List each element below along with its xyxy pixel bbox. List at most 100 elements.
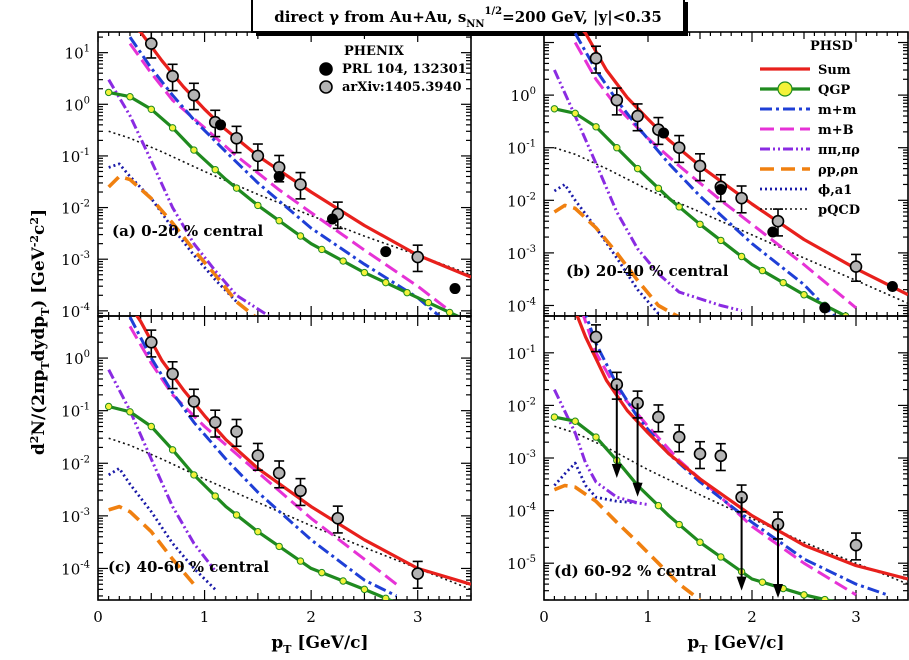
curve-phi xyxy=(553,461,638,505)
legend-label-sum: Sum xyxy=(818,63,851,78)
data-point-grey xyxy=(166,69,179,83)
legend-label-pipi: ππ,πρ xyxy=(818,143,860,158)
qgp-marker xyxy=(571,109,579,118)
data-point-grey xyxy=(187,88,201,102)
x-tick-label: 2 xyxy=(747,608,757,626)
data-point-grey xyxy=(610,93,624,107)
curve-sum xyxy=(575,316,908,581)
data-point-black xyxy=(380,246,392,258)
data-point-grey xyxy=(411,250,425,264)
y-tick-label: 10-4 xyxy=(61,302,90,321)
upper-limit-arrowhead xyxy=(736,576,747,591)
panel-d: 0 1 2 3 10-1 10-2 10-3 10-4 10-5 (d) 60-92 % cent… xyxy=(507,315,909,626)
y-tick-label: 10-5 xyxy=(507,554,536,573)
data-point-black xyxy=(449,283,461,295)
data-point-grey xyxy=(272,466,286,480)
curve-mm xyxy=(573,32,837,316)
qgp-marker xyxy=(296,232,305,240)
curve-rhop xyxy=(108,504,196,586)
y-tick-label: 10-2 xyxy=(61,199,90,218)
y-axis-label: d2N/(2πpTdydpT) [GeV-2c2] xyxy=(28,209,52,455)
y-tick-label: 101 xyxy=(65,44,90,63)
curve-phi xyxy=(107,467,217,591)
x-tick-label: 2 xyxy=(306,608,316,626)
qgp-marker xyxy=(424,298,433,307)
chart-title: direct γ from Au+Au, sNN1/2=200 GeV, |y|… xyxy=(274,6,662,30)
qgp-marker xyxy=(675,203,683,211)
y-tick-label: 10-1 xyxy=(61,147,90,166)
qgp-marker xyxy=(863,324,869,330)
x-axis-label-left: pT [GeV/c] xyxy=(271,633,368,656)
qgp-marker xyxy=(404,604,410,610)
model-curves xyxy=(104,32,471,316)
data-point-grey xyxy=(144,37,158,50)
legend-phenix-title: PHENIX xyxy=(344,44,405,59)
x-axis-label-right: pT [GeV/c] xyxy=(687,633,784,656)
panel-c: 0 1 2 3 100 10-1 10-2 10-3 10-4 (c) 40-60 % centr… xyxy=(61,315,472,626)
qgp-marker xyxy=(104,88,113,97)
data-point-grey xyxy=(166,367,179,381)
model-curves xyxy=(550,316,908,607)
qgp-marker xyxy=(737,252,746,261)
data-point-grey xyxy=(144,335,158,349)
curve-mm xyxy=(128,316,398,598)
qgp-marker xyxy=(211,165,219,174)
legend-label-qgp: QGP xyxy=(818,83,850,98)
qgp-marker xyxy=(275,542,283,551)
qgp-marker xyxy=(550,105,559,113)
data-point-black xyxy=(715,184,727,196)
data-point-grey xyxy=(714,449,728,463)
qgp-marker xyxy=(654,501,663,510)
x-tick-label: 0 xyxy=(93,608,103,626)
qgp-marker xyxy=(296,557,305,565)
data-point-grey xyxy=(693,159,707,173)
qgp-marker xyxy=(168,124,177,132)
curve-pipi xyxy=(553,69,742,313)
curve-rhop xyxy=(107,174,258,316)
y-tick-label: 10-3 xyxy=(61,250,90,269)
qgp-marker xyxy=(779,278,787,287)
x-tick-label: 0 xyxy=(539,608,549,626)
qgp-marker xyxy=(360,268,369,277)
data-point-grey xyxy=(294,484,307,498)
data-point-black xyxy=(326,213,338,225)
legend-marker xyxy=(319,80,333,94)
qgp-marker xyxy=(842,601,848,607)
curve-qgp xyxy=(108,90,462,316)
qgp-marker xyxy=(717,236,725,245)
qgp-marker xyxy=(403,288,411,297)
data-points xyxy=(589,45,898,314)
data-point-black xyxy=(273,170,285,182)
qgp-marker xyxy=(550,413,559,421)
curve-qgp xyxy=(554,107,850,316)
data-point-grey xyxy=(652,410,665,424)
x-tick-label: 1 xyxy=(643,608,653,626)
x-tick-label: 3 xyxy=(413,608,423,626)
qgp-marker xyxy=(592,123,600,131)
data-point-grey xyxy=(411,567,425,580)
qgp-marker xyxy=(339,577,347,585)
curve-pqcd xyxy=(108,437,471,591)
curve-mm xyxy=(128,36,440,316)
qgp-marker xyxy=(821,595,829,600)
legend-label-mb: m+B xyxy=(818,123,854,138)
legend-label-mm: m+m xyxy=(818,103,857,118)
y-tick-label: 10-4 xyxy=(507,502,536,521)
y-tick-label: 100 xyxy=(511,86,536,105)
qgp-marker xyxy=(254,201,262,210)
curve-pipi xyxy=(107,78,270,316)
qgp-marker xyxy=(275,217,283,225)
legend-label: PRL 104, 132301 xyxy=(342,62,467,77)
data-point-black xyxy=(767,226,779,238)
qgp-marker xyxy=(633,164,642,173)
qgp-marker xyxy=(758,266,767,275)
panel-b: 100 10-1 10-2 10-3 10-4 (b) 20-40 % central xyxy=(507,31,909,330)
data-point-black xyxy=(215,119,227,131)
data-point-grey xyxy=(693,447,707,461)
qgp-marker xyxy=(190,471,198,479)
curve-rhop xyxy=(553,203,681,316)
qgp-marker xyxy=(696,538,704,546)
qgp-marker xyxy=(254,527,262,536)
upper-limit-arrowhead xyxy=(773,584,783,598)
